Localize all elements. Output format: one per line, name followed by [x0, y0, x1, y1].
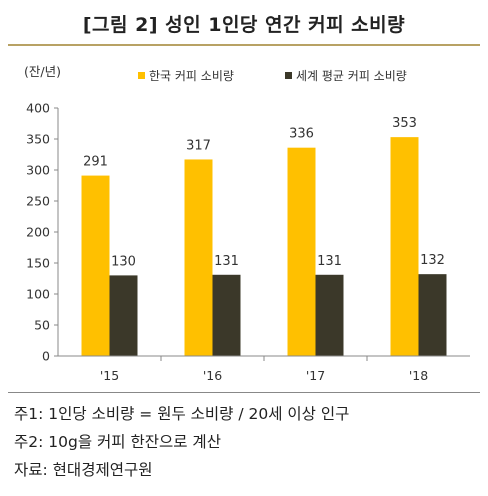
- bars: 291 317 336 353 130 131 131 132: [81, 116, 447, 356]
- bar: [81, 175, 110, 356]
- y-tick-label: 100: [26, 287, 50, 302]
- x-tick-label: '17: [306, 368, 325, 383]
- data-label: 131: [317, 254, 342, 269]
- footnote-source: 자료: 현대경제연구원: [14, 461, 153, 479]
- data-label: 336: [289, 127, 314, 142]
- y-tick-label: 300: [26, 163, 50, 178]
- x-tick-label: '15: [100, 368, 119, 383]
- y-tick-label: 400: [26, 101, 50, 116]
- title-divider: [8, 44, 480, 46]
- data-label: 291: [83, 155, 108, 170]
- data-label: 132: [420, 253, 445, 268]
- footnote-divider: [8, 392, 480, 393]
- legend-swatch: [138, 72, 145, 79]
- footnote-2: 주2: 10g을 커피 한잔으로 계산: [14, 433, 221, 451]
- bar: [390, 137, 419, 356]
- data-label: 317: [186, 138, 211, 153]
- footnote-1: 주1: 1인당 소비량 = 원두 소비량 / 20세 이상 인구: [14, 405, 350, 423]
- footnotes: 주1: 1인당 소비량 = 원두 소비량 / 20세 이상 인구 주2: 10g…: [14, 400, 349, 484]
- legend-label: 한국 커피 소비량: [149, 69, 234, 83]
- bar: [109, 275, 138, 356]
- bar: [184, 159, 213, 356]
- y-tick-label: 250: [26, 194, 50, 209]
- bar: [418, 274, 447, 356]
- bar: [212, 274, 241, 356]
- y-tick-label: 150: [26, 256, 50, 271]
- chart-legend: 한국 커피 소비량 세계 평균 커피 소비량: [138, 69, 407, 83]
- y-axis-label: (잔/년): [24, 64, 61, 79]
- bar-chart: (잔/년) 한국 커피 소비량 세계 평균 커피 소비량 0 50 100 150 200…: [24, 64, 470, 383]
- bar: [287, 147, 316, 356]
- y-tick-label: 50: [34, 318, 50, 333]
- x-tick-label: '16: [203, 368, 222, 383]
- bar: [315, 274, 344, 356]
- legend-label: 세계 평균 커피 소비량: [296, 69, 407, 83]
- y-tick-label: 200: [26, 225, 50, 240]
- legend-swatch: [285, 72, 292, 79]
- chart-title: [그림 2] 성인 1인당 연간 커피 소비량: [82, 14, 406, 36]
- x-tick-label: '18: [409, 368, 428, 383]
- x-axis: '15 '16 '17 '18: [58, 355, 470, 383]
- data-label: 353: [392, 116, 417, 131]
- data-label: 130: [111, 254, 136, 269]
- y-axis: 0 50 100 150 200 250 300 350 400: [26, 101, 59, 364]
- y-tick-label: 0: [42, 349, 50, 364]
- data-label: 131: [214, 254, 239, 269]
- y-tick-label: 350: [26, 132, 50, 147]
